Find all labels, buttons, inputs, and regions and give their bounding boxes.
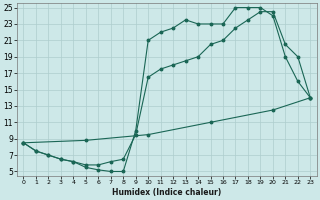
X-axis label: Humidex (Indice chaleur): Humidex (Indice chaleur): [112, 188, 221, 197]
